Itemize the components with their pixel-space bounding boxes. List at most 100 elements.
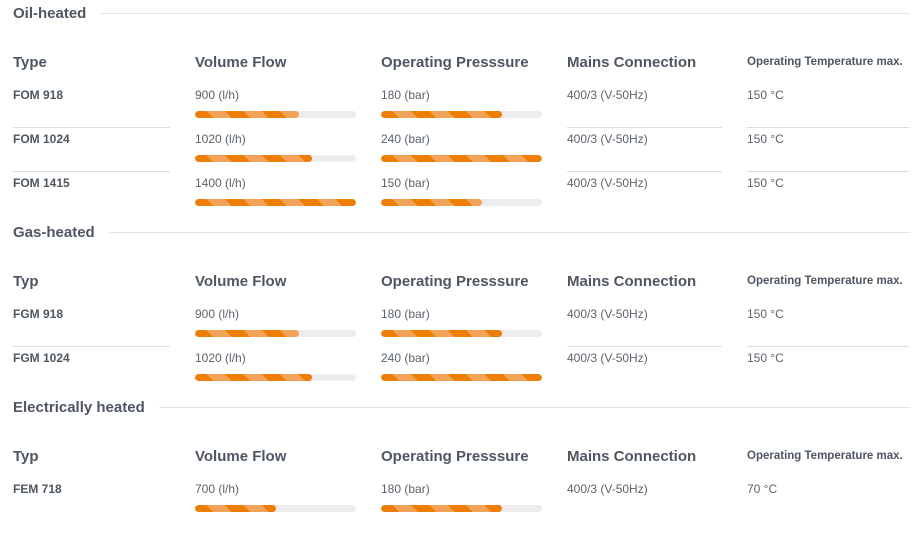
- operating-pressure-bar-fill: [381, 374, 542, 381]
- cell-volume-flow: 1020 (l/h): [195, 128, 356, 172]
- section-title-row: Oil-heated: [13, 4, 910, 22]
- mains-connection-value: 400/3 (V-50Hz): [567, 307, 648, 321]
- table-row: FOM 1024 1020 (l/h) 240 (bar) 400/3 (V-5…: [13, 128, 910, 172]
- cell-mains-connection: 400/3 (V-50Hz): [567, 303, 722, 347]
- cell-operating-pressure: 180 (bar): [381, 478, 542, 518]
- column-header-mains-connection: Mains Connection: [567, 54, 697, 71]
- cell-type: FOM 1024: [13, 128, 170, 172]
- operating-pressure-bar-fill: [381, 330, 502, 337]
- cell-mains-connection: 400/3 (V-50Hz): [567, 478, 722, 518]
- volume-flow-bar-track: [195, 111, 356, 118]
- volume-flow-value: 1020 (l/h): [195, 351, 246, 365]
- column-header-volume-flow: Volume Flow: [195, 273, 287, 290]
- spec-page: Oil-heated Type Volume Flow Operating Pr…: [13, 5, 910, 518]
- cell-mains-connection: 400/3 (V-50Hz): [567, 172, 722, 212]
- table-header-row: Typ Volume Flow Operating Presssure Main…: [13, 274, 910, 289]
- operating-temperature-value: 150 °C: [747, 88, 784, 102]
- operating-pressure-bar-fill: [381, 155, 542, 162]
- section-title-rule: [100, 12, 910, 14]
- cell-type: FOM 1415: [13, 172, 170, 212]
- table-rows: FOM 918 900 (l/h) 180 (bar) 400/3 (V-50H…: [13, 84, 910, 212]
- operating-pressure-value: 180 (bar): [381, 482, 430, 496]
- column-header-operating-temperature: Operating Temperature max.: [747, 56, 903, 68]
- type-label: FEM 718: [13, 482, 62, 496]
- cell-operating-temperature: 150 °C: [747, 84, 909, 128]
- cell-volume-flow: 700 (l/h): [195, 478, 356, 518]
- volume-flow-bar-fill: [195, 330, 299, 337]
- operating-pressure-bar-track: [381, 111, 542, 118]
- operating-temperature-value: 150 °C: [747, 307, 784, 321]
- volume-flow-value: 700 (l/h): [195, 482, 240, 496]
- cell-operating-pressure: 180 (bar): [381, 84, 542, 128]
- spec-section: Electrically heated Typ Volume Flow Oper…: [13, 399, 910, 518]
- mains-connection-value: 400/3 (V-50Hz): [567, 176, 648, 190]
- operating-pressure-bar-track: [381, 374, 542, 381]
- volume-flow-bar-track: [195, 374, 356, 381]
- volume-flow-bar-track: [195, 330, 356, 337]
- cell-operating-temperature: 150 °C: [747, 347, 909, 387]
- section-title: Oil-heated: [13, 4, 87, 22]
- column-header-operating-pressure: Operating Presssure: [381, 273, 529, 290]
- table-header-row: Typ Volume Flow Operating Presssure Main…: [13, 449, 910, 464]
- operating-pressure-value: 240 (bar): [381, 132, 430, 146]
- cell-type: FGM 1024: [13, 347, 170, 387]
- table-row: FOM 1415 1400 (l/h) 150 (bar) 400/3 (V-5…: [13, 172, 910, 212]
- operating-temperature-value: 150 °C: [747, 176, 784, 190]
- type-label: FOM 918: [13, 88, 64, 102]
- volume-flow-bar-fill: [195, 111, 299, 118]
- spec-section: Oil-heated Type Volume Flow Operating Pr…: [13, 5, 910, 212]
- operating-pressure-bar-fill: [381, 505, 502, 512]
- operating-pressure-value: 150 (bar): [381, 176, 430, 190]
- mains-connection-value: 400/3 (V-50Hz): [567, 482, 648, 496]
- volume-flow-bar-fill: [195, 374, 313, 381]
- cell-mains-connection: 400/3 (V-50Hz): [567, 347, 722, 387]
- column-header-type: Type: [13, 54, 47, 71]
- section-title: Electrically heated: [13, 398, 145, 416]
- cell-volume-flow: 1400 (l/h): [195, 172, 356, 212]
- volume-flow-value: 900 (l/h): [195, 88, 240, 102]
- cell-mains-connection: 400/3 (V-50Hz): [567, 128, 722, 172]
- mains-connection-value: 400/3 (V-50Hz): [567, 88, 648, 102]
- column-header-operating-pressure: Operating Presssure: [381, 54, 529, 71]
- cell-operating-temperature: 150 °C: [747, 172, 909, 212]
- cell-type: FEM 718: [13, 478, 170, 518]
- cell-volume-flow: 900 (l/h): [195, 303, 356, 347]
- section-title-rule: [108, 231, 910, 233]
- column-header-type: Typ: [13, 273, 39, 290]
- mains-connection-value: 400/3 (V-50Hz): [567, 132, 648, 146]
- cell-operating-temperature: 150 °C: [747, 303, 909, 347]
- cell-type: FOM 918: [13, 84, 170, 128]
- table-row: FGM 918 900 (l/h) 180 (bar) 400/3 (V-50H…: [13, 303, 910, 347]
- operating-pressure-bar-track: [381, 330, 542, 337]
- column-header-operating-temperature: Operating Temperature max.: [747, 450, 903, 462]
- operating-pressure-value: 180 (bar): [381, 307, 430, 321]
- table-row: FGM 1024 1020 (l/h) 240 (bar) 400/3 (V-5…: [13, 347, 910, 387]
- volume-flow-bar-track: [195, 199, 356, 206]
- volume-flow-value: 1020 (l/h): [195, 132, 246, 146]
- mains-connection-value: 400/3 (V-50Hz): [567, 351, 648, 365]
- type-label: FOM 1024: [13, 132, 70, 146]
- type-label: FGM 918: [13, 307, 64, 321]
- column-header-type: Typ: [13, 448, 39, 465]
- type-label: FGM 1024: [13, 351, 70, 365]
- operating-temperature-value: 150 °C: [747, 351, 784, 365]
- column-header-volume-flow: Volume Flow: [195, 54, 287, 71]
- operating-temperature-value: 70 °C: [747, 482, 778, 496]
- operating-pressure-bar-fill: [381, 199, 482, 206]
- spec-section: Gas-heated Typ Volume Flow Operating Pre…: [13, 224, 910, 387]
- volume-flow-bar-fill: [195, 155, 313, 162]
- operating-pressure-value: 240 (bar): [381, 351, 430, 365]
- table-row: FOM 918 900 (l/h) 180 (bar) 400/3 (V-50H…: [13, 84, 910, 128]
- operating-pressure-bar-track: [381, 199, 542, 206]
- section-title-rule: [158, 406, 910, 408]
- volume-flow-bar-track: [195, 505, 356, 512]
- table-row: FEM 718 700 (l/h) 180 (bar) 400/3 (V-50H…: [13, 478, 910, 518]
- volume-flow-value: 1400 (l/h): [195, 176, 246, 190]
- type-label: FOM 1415: [13, 176, 70, 190]
- cell-operating-pressure: 240 (bar): [381, 347, 542, 387]
- cell-operating-pressure: 150 (bar): [381, 172, 542, 212]
- cell-operating-pressure: 240 (bar): [381, 128, 542, 172]
- table-rows: FEM 718 700 (l/h) 180 (bar) 400/3 (V-50H…: [13, 478, 910, 518]
- column-header-operating-pressure: Operating Presssure: [381, 448, 529, 465]
- table-rows: FGM 918 900 (l/h) 180 (bar) 400/3 (V-50H…: [13, 303, 910, 387]
